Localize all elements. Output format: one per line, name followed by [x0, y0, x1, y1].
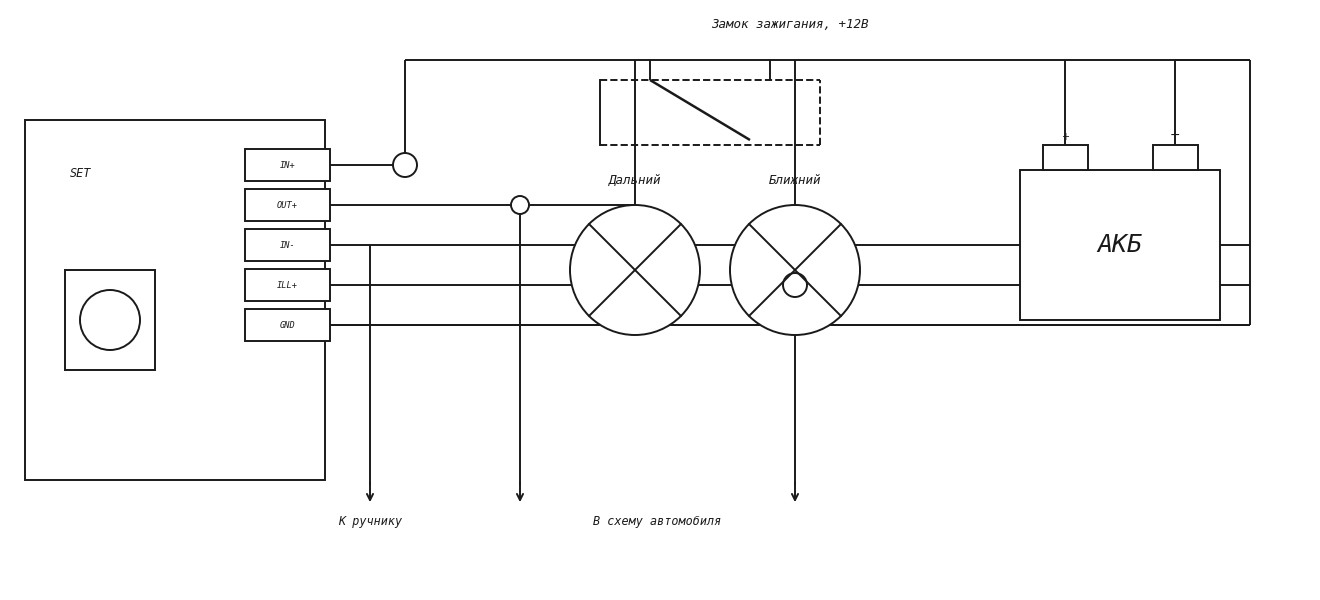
- Bar: [65, 270, 154, 370]
- Circle shape: [511, 196, 529, 214]
- Text: В схему автомобиля: В схему автомобиля: [594, 515, 722, 528]
- Text: АКБ: АКБ: [1097, 233, 1143, 257]
- Circle shape: [730, 205, 861, 335]
- Text: −: −: [1170, 129, 1180, 142]
- Text: ILL+: ILL+: [277, 280, 298, 289]
- Text: IN-: IN-: [280, 241, 296, 250]
- Bar: [246, 229, 330, 261]
- Circle shape: [783, 273, 807, 297]
- Text: IN+: IN+: [280, 160, 296, 169]
- Circle shape: [81, 290, 140, 350]
- Text: К ручнику: К ручнику: [338, 515, 403, 528]
- Bar: [25, 120, 325, 480]
- Text: Замок зажигания, +12В: Замок зажигания, +12В: [711, 19, 869, 31]
- Bar: [1020, 170, 1220, 320]
- Text: SET: SET: [70, 167, 91, 180]
- Circle shape: [570, 205, 700, 335]
- Text: Ближний: Ближний: [768, 174, 821, 187]
- Bar: [1043, 145, 1088, 170]
- Bar: [1152, 145, 1197, 170]
- Text: Дальний: Дальний: [609, 174, 661, 187]
- Bar: [246, 189, 330, 221]
- Bar: [246, 309, 330, 341]
- Circle shape: [393, 153, 417, 177]
- Text: GND: GND: [280, 320, 296, 329]
- Bar: [246, 149, 330, 181]
- Text: OUT+: OUT+: [277, 200, 298, 209]
- Bar: [246, 269, 330, 301]
- Text: +: +: [1061, 132, 1069, 142]
